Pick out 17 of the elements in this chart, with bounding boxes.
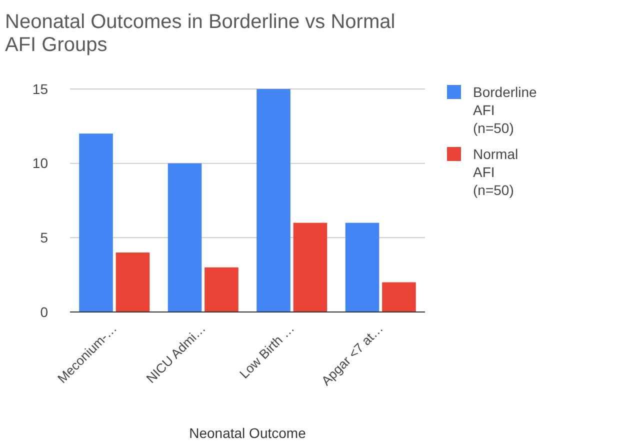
bar (382, 282, 416, 312)
chart-title: Neonatal Outcomes in Borderline vs Normal AFI Groups (5, 11, 396, 56)
bar (79, 134, 113, 312)
y-tick-label: 5 (40, 230, 48, 246)
bar (256, 89, 290, 312)
legend-label: Borderline AFI (n=50) (473, 84, 538, 136)
y-tick-label: 15 (32, 80, 48, 97)
x-tick-label: Low Birth … (236, 320, 298, 382)
bar (293, 222, 328, 312)
bar (204, 267, 238, 312)
legend-label: Normal AFI (n=50) (473, 146, 518, 198)
bar (116, 252, 150, 312)
y-tick-label: 0 (40, 304, 48, 320)
bar (168, 163, 202, 312)
y-tick-label: 10 (32, 155, 48, 172)
bar (345, 222, 380, 312)
x-axis-title: Neonatal Outcome (189, 425, 306, 441)
